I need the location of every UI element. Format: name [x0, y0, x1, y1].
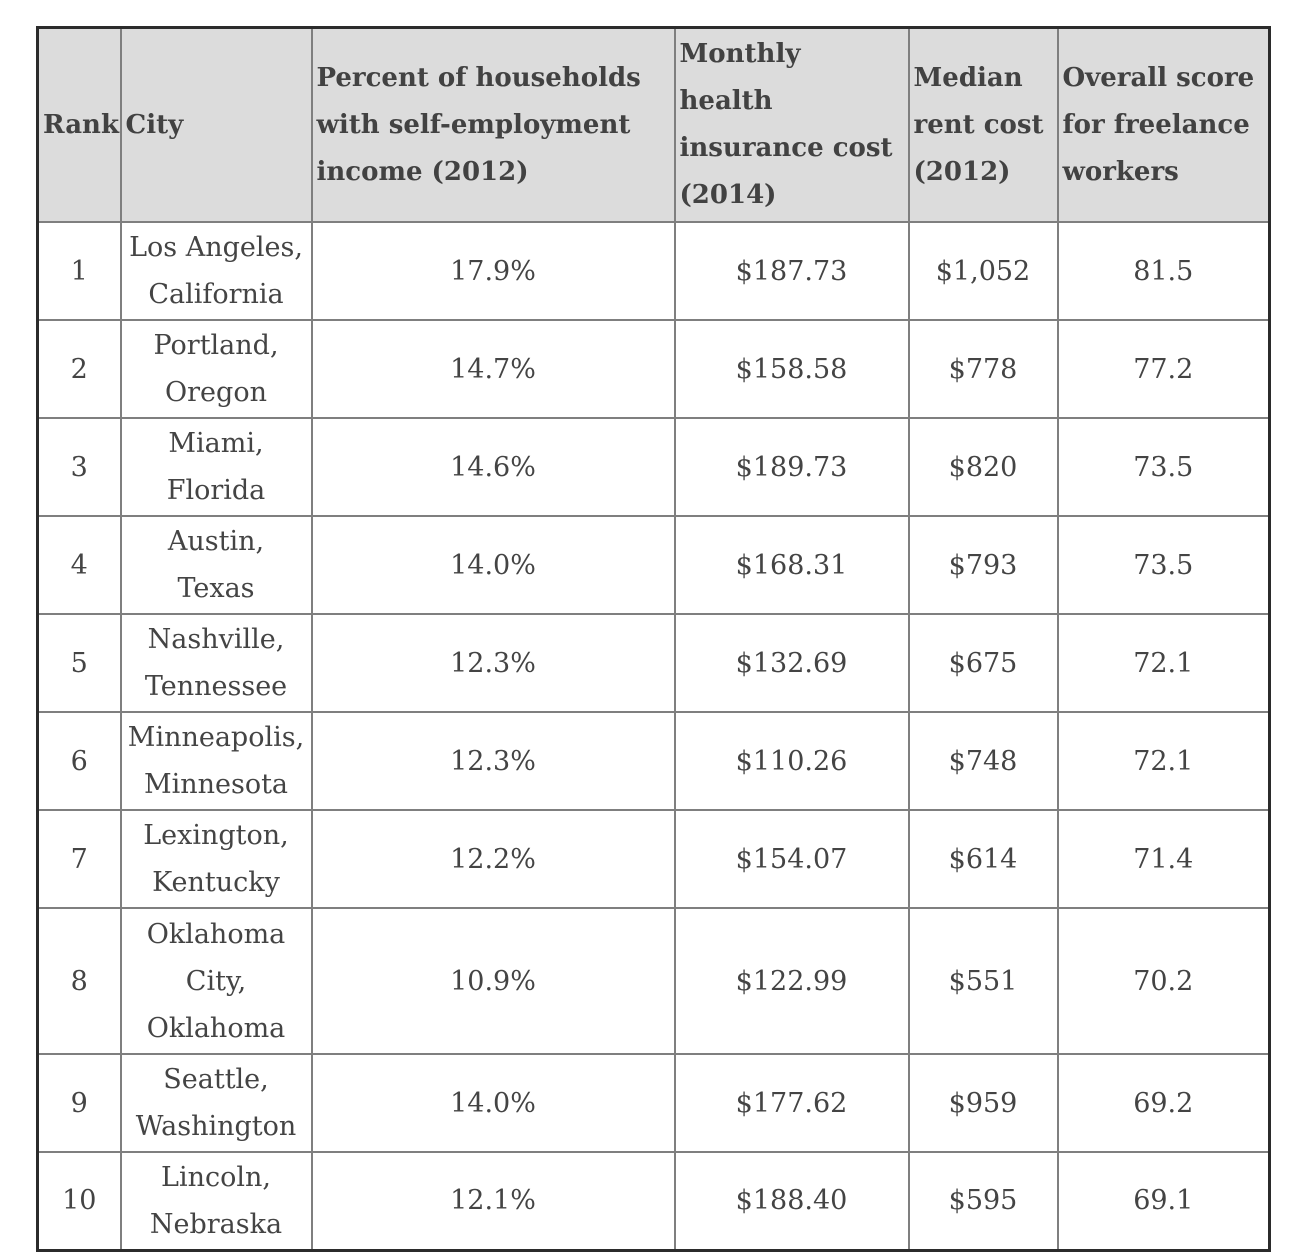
table-row: 3 Miami, Florida 14.6% $189.73 $820 73.5	[36, 417, 1271, 517]
table-row: 10 Lincoln, Nebraska 12.1% $188.40 $595 …	[36, 1151, 1271, 1251]
overall-score-cell: 72.1	[1056, 613, 1271, 713]
median-rent-cell: $1,052	[907, 221, 1059, 321]
city-cell: Lincoln, Nebraska	[119, 1151, 313, 1251]
median-rent-cell: $820	[907, 417, 1059, 517]
table-row: 7 Lexington, Kentucky 12.2% $154.07 $614…	[36, 809, 1271, 909]
rank-cell: 9	[36, 1053, 122, 1153]
column-header-median-rent-cost: Median rent cost (2012)	[907, 26, 1059, 223]
city-cell: Seattle, Washington	[119, 1053, 313, 1153]
self-employment-percent-cell: 14.6%	[310, 417, 676, 517]
self-employment-percent-cell: 14.0%	[310, 1053, 676, 1153]
city-cell: Oklahoma City, Oklahoma	[119, 907, 313, 1055]
self-employment-percent-cell: 12.3%	[310, 711, 676, 811]
city-cell: Minneapolis, Minnesota	[119, 711, 313, 811]
rank-cell: 6	[36, 711, 122, 811]
rank-cell: 8	[36, 907, 122, 1055]
column-header-city: City	[119, 26, 313, 223]
median-rent-cell: $614	[907, 809, 1059, 909]
column-header-health-insurance-cost: Monthly health insurance cost (2014)	[673, 26, 910, 223]
city-cell: Austin, Texas	[119, 515, 313, 615]
median-rent-cell: $675	[907, 613, 1059, 713]
column-header-self-employment-percent: Percent of households with self-employme…	[310, 26, 676, 223]
table-body: 1 Los Angeles, California 17.9% $187.73 …	[36, 221, 1271, 1251]
health-insurance-cost-cell: $110.26	[673, 711, 910, 811]
rank-cell: 7	[36, 809, 122, 909]
city-cell: Los Angeles, California	[119, 221, 313, 321]
health-insurance-cost-cell: $187.73	[673, 221, 910, 321]
median-rent-cell: $551	[907, 907, 1059, 1055]
self-employment-percent-cell: 14.7%	[310, 319, 676, 419]
city-cell: Nashville, Tennessee	[119, 613, 313, 713]
rank-cell: 3	[36, 417, 122, 517]
health-insurance-cost-cell: $154.07	[673, 809, 910, 909]
column-header-overall-score: Overall score for freelance workers	[1056, 26, 1271, 223]
overall-score-cell: 73.5	[1056, 515, 1271, 615]
header-row: Rank City Percent of households with sel…	[36, 26, 1271, 223]
self-employment-percent-cell: 14.0%	[310, 515, 676, 615]
table-row: 8 Oklahoma City, Oklahoma 10.9% $122.99 …	[36, 907, 1271, 1055]
table-row: 4 Austin, Texas 14.0% $168.31 $793 73.5	[36, 515, 1271, 615]
table-row: 5 Nashville, Tennessee 12.3% $132.69 $67…	[36, 613, 1271, 713]
overall-score-cell: 70.2	[1056, 907, 1271, 1055]
health-insurance-cost-cell: $132.69	[673, 613, 910, 713]
city-cell: Miami, Florida	[119, 417, 313, 517]
table-row: 9 Seattle, Washington 14.0% $177.62 $959…	[36, 1053, 1271, 1153]
overall-score-cell: 69.2	[1056, 1053, 1271, 1153]
median-rent-cell: $793	[907, 515, 1059, 615]
self-employment-percent-cell: 12.1%	[310, 1151, 676, 1251]
self-employment-percent-cell: 12.2%	[310, 809, 676, 909]
health-insurance-cost-cell: $168.31	[673, 515, 910, 615]
rank-cell: 2	[36, 319, 122, 419]
table-header: Rank City Percent of households with sel…	[36, 26, 1271, 223]
city-cell: Portland, Oregon	[119, 319, 313, 419]
overall-score-cell: 81.5	[1056, 221, 1271, 321]
median-rent-cell: $959	[907, 1053, 1059, 1153]
overall-score-cell: 71.4	[1056, 809, 1271, 909]
overall-score-cell: 73.5	[1056, 417, 1271, 517]
table-row: 2 Portland, Oregon 14.7% $158.58 $778 77…	[36, 319, 1271, 419]
overall-score-cell: 77.2	[1056, 319, 1271, 419]
self-employment-percent-cell: 10.9%	[310, 907, 676, 1055]
health-insurance-cost-cell: $158.58	[673, 319, 910, 419]
table-row: 1 Los Angeles, California 17.9% $187.73 …	[36, 221, 1271, 321]
health-insurance-cost-cell: $188.40	[673, 1151, 910, 1251]
rank-cell: 4	[36, 515, 122, 615]
column-header-rank: Rank	[36, 26, 122, 223]
median-rent-cell: $595	[907, 1151, 1059, 1251]
table-row: 6 Minneapolis, Minnesota 12.3% $110.26 $…	[36, 711, 1271, 811]
overall-score-cell: 72.1	[1056, 711, 1271, 811]
health-insurance-cost-cell: $189.73	[673, 417, 910, 517]
self-employment-percent-cell: 12.3%	[310, 613, 676, 713]
overall-score-cell: 69.1	[1056, 1151, 1271, 1251]
median-rent-cell: $748	[907, 711, 1059, 811]
rank-cell: 1	[36, 221, 122, 321]
freelance-cities-table: Rank City Percent of households with sel…	[36, 26, 1271, 1252]
rank-cell: 10	[36, 1151, 122, 1251]
self-employment-percent-cell: 17.9%	[310, 221, 676, 321]
median-rent-cell: $778	[907, 319, 1059, 419]
rank-cell: 5	[36, 613, 122, 713]
city-cell: Lexington, Kentucky	[119, 809, 313, 909]
health-insurance-cost-cell: $122.99	[673, 907, 910, 1055]
health-insurance-cost-cell: $177.62	[673, 1053, 910, 1153]
